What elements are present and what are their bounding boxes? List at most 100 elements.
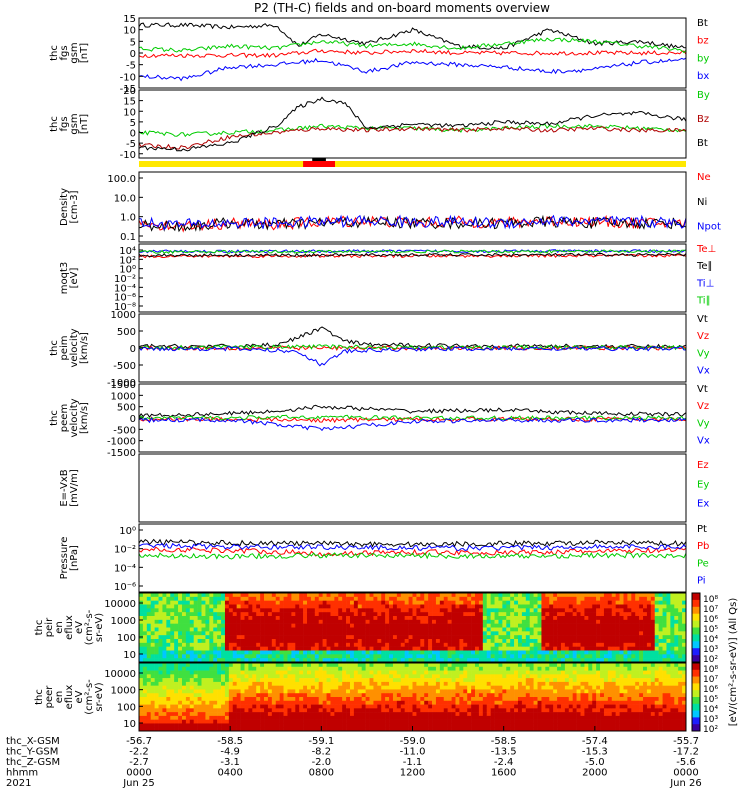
spectrogram-cell [455, 608, 460, 613]
y-tick-label: 500 [117, 327, 136, 338]
spectrogram-cell [205, 642, 210, 647]
spectrogram-cell [314, 681, 320, 686]
spectrogram-cell [439, 623, 445, 628]
spectrogram-cell [404, 608, 409, 613]
spectrogram-cell [643, 631, 648, 636]
spectrogram-cell [568, 693, 573, 698]
spectrogram-cell [631, 612, 636, 617]
spectrogram-cell [603, 693, 609, 698]
spectrogram-cell [166, 681, 171, 686]
spectrogram-cell [600, 697, 605, 702]
spectrogram-cell [307, 658, 312, 663]
spectrogram-cell [349, 646, 355, 651]
spectrogram-cell [471, 700, 476, 705]
spectrogram-cell [615, 700, 620, 705]
spectrogram-cell [525, 719, 531, 724]
spectrogram-cell [326, 681, 331, 686]
spectrogram-cell [502, 727, 507, 732]
spectrogram-cell [264, 670, 269, 675]
spectrogram-cell [502, 612, 507, 617]
spectrogram-cell [412, 719, 417, 724]
spectrogram-cell [611, 600, 616, 605]
spectrogram-cell [584, 708, 589, 713]
spectrogram-cell [252, 689, 257, 694]
spectrogram-cell [549, 642, 554, 647]
spectrogram-cell [256, 619, 261, 624]
spectrogram-cell [217, 658, 222, 663]
spectrogram-cell [170, 704, 175, 709]
spectrogram-cell [674, 627, 679, 632]
spectrogram-cell [287, 727, 292, 732]
spectrogram-cell [447, 639, 452, 644]
spectrogram-cell [486, 715, 491, 720]
spectrogram-cell [318, 619, 323, 624]
spectrogram-cell [678, 619, 683, 624]
spectrogram-cell [264, 681, 269, 686]
y-tick-label: 0 [130, 344, 136, 355]
spectrogram-cell [600, 593, 605, 598]
spectrogram-cell [541, 600, 546, 605]
spectrogram-cell [162, 646, 167, 651]
spectrogram-cell [236, 654, 241, 659]
spectrogram-cell [596, 666, 601, 671]
spectrogram-cell [369, 627, 374, 632]
spectrogram-cell [588, 642, 593, 647]
spectrogram-cell [428, 700, 433, 705]
spectrogram-cell [307, 642, 312, 647]
spectrogram-cell [627, 670, 632, 675]
spectrogram-cell [658, 635, 663, 640]
spectrogram-cell [369, 712, 374, 717]
spectrogram-cell [279, 697, 284, 702]
spectrogram-cell [267, 719, 273, 724]
spectrogram-cell [392, 593, 398, 598]
spectrogram-cell [150, 604, 155, 609]
spectrogram-cell [310, 670, 316, 675]
spectrogram-cell [623, 708, 628, 713]
spectrogram-cell [455, 666, 460, 671]
spectrogram-cell [560, 719, 566, 724]
spectrogram-cell [607, 666, 613, 671]
spectrogram-cell [166, 666, 171, 671]
spectrogram-cell [568, 666, 573, 671]
spectrogram-cell [244, 697, 249, 702]
spectrogram-cell [611, 719, 616, 724]
spectrogram-cell [432, 681, 437, 686]
spectrogram-cell [682, 616, 687, 621]
spectrogram-cell [181, 623, 187, 628]
spectrogram-cell [307, 723, 312, 728]
spectrogram-cell [482, 719, 488, 724]
spectrogram-cell [580, 723, 585, 728]
spectrogram-cell [447, 727, 452, 732]
spectrogram-cell [525, 685, 531, 690]
spectrogram-cell [174, 650, 179, 655]
spectrogram-cell [142, 685, 148, 690]
spectrogram-cell [549, 674, 554, 679]
spectrogram-cell [607, 642, 613, 647]
spectrogram-cell [525, 693, 531, 698]
spectrogram-cell [451, 596, 456, 601]
spectrogram-cell [498, 619, 503, 624]
spectrogram-cell [588, 700, 593, 705]
spectrogram-cell [541, 616, 546, 621]
spectrogram-cell [178, 715, 183, 720]
spectrogram-cell [412, 619, 417, 624]
spectrogram-cell [514, 723, 519, 728]
spectrogram-cell [307, 666, 312, 671]
spectrogram-cell [334, 612, 339, 617]
spectrogram-cell [346, 658, 351, 663]
spectrogram-cell [568, 627, 573, 632]
spectrogram-cell [494, 704, 499, 709]
spectrogram-cell [291, 715, 296, 720]
spectrogram-cell [389, 678, 394, 683]
spectrogram-cell [435, 704, 441, 709]
spectrogram-cell [271, 619, 277, 624]
spectrogram-cell [471, 666, 476, 671]
spectrogram-cell [560, 678, 566, 683]
spectrogram-cell [463, 708, 468, 713]
spectrogram-cell [619, 666, 624, 671]
spectrogram-cell [596, 646, 601, 651]
spectrogram-cell [189, 612, 194, 617]
spectrogram-cell [623, 663, 628, 668]
spectrogram-cell [447, 674, 452, 679]
spectrogram-cell [447, 658, 452, 663]
